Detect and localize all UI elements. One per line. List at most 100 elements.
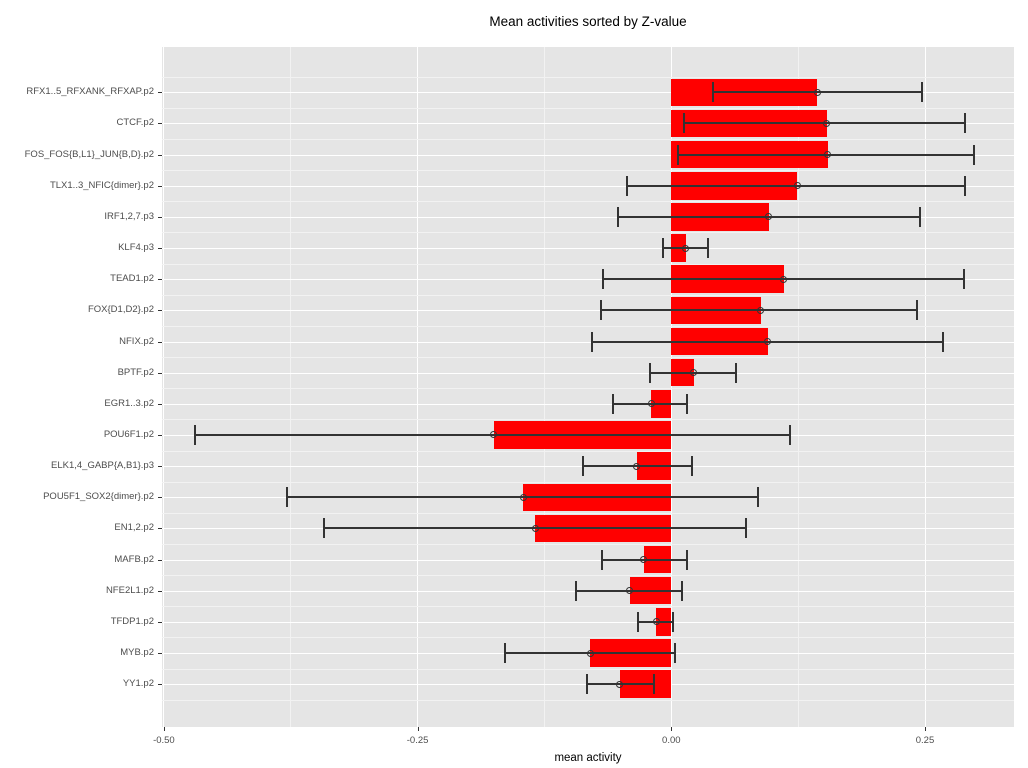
error-bar-cap xyxy=(789,424,792,445)
y-tick-mark xyxy=(158,559,162,561)
y-tick-mark xyxy=(158,123,162,125)
error-bar-cap xyxy=(582,456,584,477)
gridline-minor xyxy=(162,325,1014,327)
gridline-major xyxy=(162,123,1014,125)
y-tick-mark xyxy=(158,684,162,686)
mean-point-marker xyxy=(793,182,801,190)
gridline-major xyxy=(162,92,1014,94)
error-bar-cap xyxy=(600,300,603,321)
error-bar-cap xyxy=(586,674,589,695)
y-tick-mark xyxy=(158,216,162,218)
mean-point-marker xyxy=(490,431,498,439)
mean-point-marker xyxy=(757,306,765,314)
y-tick-mark xyxy=(158,279,162,281)
mean-point-marker xyxy=(647,400,655,408)
gridline-minor xyxy=(162,357,1014,359)
mean-point-marker xyxy=(633,462,641,470)
y-tick-label: POU6F1.p2 xyxy=(103,428,154,440)
gridline-major xyxy=(163,47,165,727)
gridline-major xyxy=(924,47,926,727)
gridline-minor xyxy=(162,481,1014,483)
error-bar-cap xyxy=(681,580,684,601)
gridline-minor xyxy=(162,139,1014,141)
error-bar-cap xyxy=(677,144,680,165)
x-tick-mark xyxy=(925,727,926,731)
gridline-minor xyxy=(162,668,1014,670)
error-bar-cap xyxy=(683,113,686,134)
gridline-major xyxy=(162,185,1014,187)
error-bar-cap xyxy=(962,269,965,290)
x-axis-title: mean activity xyxy=(554,752,622,764)
y-tick-mark xyxy=(158,653,162,654)
x-tick-mark xyxy=(671,727,673,731)
x-tick-label: -0.50 xyxy=(153,735,175,746)
gridline-major xyxy=(162,403,1014,405)
y-tick-label: TEAD1.p2 xyxy=(110,273,154,285)
error-bar-cap xyxy=(503,643,506,663)
mean-point-marker xyxy=(813,88,821,96)
y-tick-label: NFIX.p2 xyxy=(119,335,154,347)
chart-title: Mean activities sorted by Z-value xyxy=(489,14,687,29)
y-tick-label: BPTF.p2 xyxy=(117,366,154,378)
y-tick-label: CTCF.p2 xyxy=(116,117,154,129)
y-tick-label: EN1,2.p2 xyxy=(114,522,154,534)
gridline-minor xyxy=(162,294,1014,296)
error-bar-cap xyxy=(690,456,693,477)
gridline-minor xyxy=(162,637,1014,639)
y-tick-label: IRF1,2,7.p3 xyxy=(104,210,154,222)
gridline-minor xyxy=(162,107,1014,109)
error-bar-cap xyxy=(612,393,615,414)
y-tick-mark xyxy=(158,590,162,592)
error-bar-cap xyxy=(963,175,966,196)
error-bar-cap xyxy=(674,643,677,663)
gridline-major xyxy=(417,47,419,727)
gridline-minor xyxy=(162,232,1014,234)
gridline-minor xyxy=(162,699,1014,701)
y-tick-mark xyxy=(158,403,162,405)
gridline-minor xyxy=(162,450,1014,452)
gridline-minor xyxy=(162,575,1014,577)
error-bar-cap xyxy=(574,580,577,601)
gridline-minor xyxy=(162,388,1014,390)
mean-point-marker xyxy=(640,556,648,564)
mean-point-marker xyxy=(586,649,594,657)
error-bar-cap xyxy=(915,300,918,321)
error-bar-cap xyxy=(194,424,197,445)
gridline-major xyxy=(162,621,1014,623)
gridline-major xyxy=(162,372,1014,374)
gridline-minor xyxy=(162,543,1014,545)
error-bar-cap xyxy=(972,144,975,165)
mean-point-marker xyxy=(690,369,698,377)
y-tick-mark xyxy=(158,154,162,156)
x-tick-label: -0.25 xyxy=(406,735,429,746)
error-bar-cap xyxy=(918,206,921,227)
y-tick-mark xyxy=(158,372,162,374)
y-tick-label: MYB.p2 xyxy=(120,647,154,658)
y-tick-mark xyxy=(158,248,162,250)
gridline-major xyxy=(162,341,1014,343)
error-bar-cap xyxy=(616,206,619,227)
gridline-minor xyxy=(543,47,545,727)
mean-point-marker xyxy=(824,151,832,159)
gridline-major xyxy=(162,154,1014,156)
gridline-major xyxy=(162,216,1014,218)
x-tick-mark xyxy=(417,727,419,731)
mean-point-marker xyxy=(652,618,660,626)
y-tick-mark xyxy=(158,466,162,468)
y-tick-label: NFE2L1.p2 xyxy=(105,584,154,596)
y-tick-mark xyxy=(158,434,162,436)
error-bar-cap xyxy=(745,518,748,539)
x-tick-mark xyxy=(163,727,165,731)
x-tick-label: 0.00 xyxy=(662,735,681,746)
y-tick-label: FOX{D1,D2}.p2 xyxy=(87,304,154,316)
mean-point-marker xyxy=(519,493,527,501)
gridline-minor xyxy=(162,606,1014,608)
y-tick-label: TLX1..3_NFIC{dimer}.p2 xyxy=(49,179,154,191)
x-tick-label: 0.25 xyxy=(915,735,935,746)
gridline-minor xyxy=(162,170,1014,172)
plot-panel xyxy=(162,47,1014,727)
gridline-major xyxy=(670,47,672,727)
error-bar-cap xyxy=(942,331,945,352)
y-tick-label: EGR1..3.p2 xyxy=(104,397,154,409)
